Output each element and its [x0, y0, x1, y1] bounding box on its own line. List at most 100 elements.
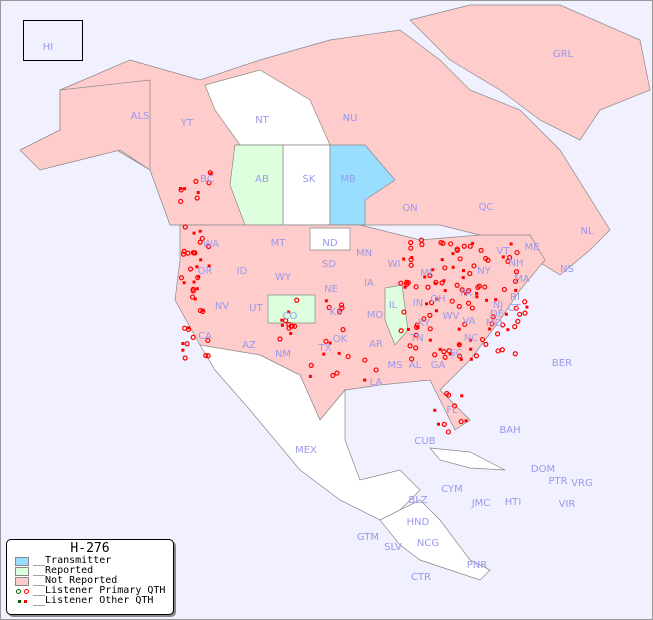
- listener-primary-qth-marker: [490, 314, 496, 320]
- listener-other-qth-marker: [464, 419, 468, 423]
- region-label-pnr: PNR: [467, 560, 488, 571]
- region-alaska: [19, 79, 151, 171]
- region-label-ny: NY: [477, 266, 491, 277]
- listener-primary-qth-marker: [500, 322, 506, 328]
- listener-other-qth-marker: [460, 394, 464, 398]
- region-label-jmc: JMC: [471, 498, 491, 509]
- listener-primary-qth-marker: [522, 310, 528, 316]
- listener-other-qth-marker: [187, 326, 191, 330]
- listener-primary-qth-marker: [398, 328, 404, 334]
- region-label-nh: NH: [509, 258, 524, 269]
- region-label-va: VA: [462, 316, 475, 327]
- listener-primary-qth-marker: [454, 247, 460, 253]
- listener-other-qth-marker: [504, 312, 508, 316]
- listener-other-qth-marker: [462, 269, 466, 273]
- legend-label: __Listener Primary QTH: [33, 585, 166, 596]
- listener-primary-qth-marker: [191, 250, 197, 256]
- listener-primary-qth-marker: [485, 257, 491, 263]
- listener-other-qth-marker: [193, 297, 197, 301]
- listener-primary-qth-marker: [339, 305, 345, 311]
- region-central-america: [379, 499, 491, 581]
- listener-primary-qth-marker: [336, 308, 343, 315]
- listener-primary-qth-marker: [459, 287, 465, 293]
- listener-primary-qth-marker: [512, 278, 519, 284]
- listener-other-qth-marker: [457, 327, 461, 331]
- listener-primary-qth-marker: [515, 318, 521, 324]
- listener-other-qth-marker: [402, 257, 406, 261]
- listener-other-qth-marker: [423, 275, 427, 279]
- listener-other-qth-marker: [433, 282, 437, 286]
- region-label-nv: NV: [215, 301, 229, 312]
- listener-primary-qth-marker: [427, 312, 433, 318]
- listener-other-qth-marker: [471, 241, 475, 245]
- region-label-wv: WV: [443, 311, 460, 322]
- region-label-nj: NJ: [493, 300, 503, 311]
- listener-other-qth-marker: [182, 281, 186, 285]
- region-label-mi: MI: [420, 268, 432, 279]
- listener-other-qth-marker: [192, 231, 196, 235]
- listener-primary-qth-marker: [182, 355, 188, 361]
- listener-primary-qth-marker: [489, 321, 495, 327]
- listener-primary-qth-marker: [427, 272, 433, 279]
- listener-primary-qth-marker: [194, 195, 200, 201]
- region-label-nu: NU: [343, 113, 358, 124]
- listener-other-qth-marker: [435, 297, 439, 301]
- listener-primary-qth-marker: [505, 258, 511, 265]
- listener-primary-qth-marker: [182, 325, 188, 331]
- listener-primary-qth-marker: [465, 300, 472, 306]
- listener-primary-qth-marker: [452, 403, 458, 409]
- listener-other-qth-marker: [183, 187, 187, 191]
- listener-primary-qth-marker: [483, 341, 489, 347]
- region-label-on: ON: [402, 203, 417, 214]
- listener-primary-qth-marker: [433, 279, 439, 285]
- region-cuba: [429, 447, 506, 471]
- listener-primary-qth-marker: [401, 309, 407, 315]
- listener-other-qth-marker: [451, 265, 455, 269]
- region-label-oh: OH: [430, 294, 445, 305]
- listener-primary-qth-marker: [404, 281, 410, 287]
- listener-primary-qth-marker: [425, 284, 431, 290]
- legend-label: __Not Reported: [33, 575, 118, 586]
- listener-primary-qth-marker: [469, 305, 475, 311]
- listener-primary-qth-marker: [187, 266, 194, 272]
- listener-primary-qth-marker: [517, 311, 523, 317]
- listener-primary-qth-marker: [340, 327, 346, 333]
- region-label-pa: PA: [460, 288, 472, 299]
- listener-primary-qth-marker: [456, 353, 463, 359]
- listener-other-qth-marker: [469, 347, 473, 351]
- region-label-gtm: GTM: [357, 532, 379, 543]
- listener-primary-qth-marker: [442, 354, 448, 360]
- listener-other-qth-marker: [209, 172, 213, 176]
- listener-primary-qth-marker: [512, 351, 518, 357]
- listener-primary-qth-marker: [190, 286, 196, 293]
- listener-other-qth-marker: [181, 348, 185, 352]
- region-label-yt: YT: [180, 118, 194, 129]
- region-label-ri: RI: [510, 292, 520, 303]
- listener-other-qth-marker: [488, 327, 492, 331]
- listener-primary-qth-marker: [330, 372, 336, 379]
- legend-not-reported: __Not Reported: [15, 576, 173, 586]
- listener-other-qth-marker: [425, 302, 429, 306]
- listener-other-qth-marker: [328, 341, 332, 345]
- region-label-mex: MEX: [295, 445, 317, 456]
- listener-other-qth-marker: [514, 288, 518, 292]
- listener-primary-qth-marker: [178, 275, 185, 281]
- listener-primary-qth-marker: [421, 316, 427, 322]
- listener-other-qth-marker: [181, 342, 185, 346]
- region-label-ga: GA: [431, 360, 446, 371]
- listener-other-qth-marker: [457, 342, 461, 346]
- legend-label: __Reported: [33, 565, 94, 576]
- listener-primary-qth-marker: [499, 347, 505, 353]
- region-shapes: [19, 4, 651, 581]
- region-label-vrg: VRG: [571, 478, 593, 489]
- listener-primary-qth-marker: [408, 262, 414, 268]
- legend-reported: __Reported: [15, 566, 173, 576]
- listener-primary-qth-marker: [418, 237, 424, 243]
- region-label-mo: MO: [367, 310, 384, 321]
- region-label-ne: NE: [324, 284, 338, 295]
- region-label-hnd: HND: [407, 517, 430, 528]
- listener-other-qth-marker: [403, 285, 407, 289]
- listener-other-qth-marker: [431, 268, 435, 272]
- region-label-la: LA: [370, 377, 383, 388]
